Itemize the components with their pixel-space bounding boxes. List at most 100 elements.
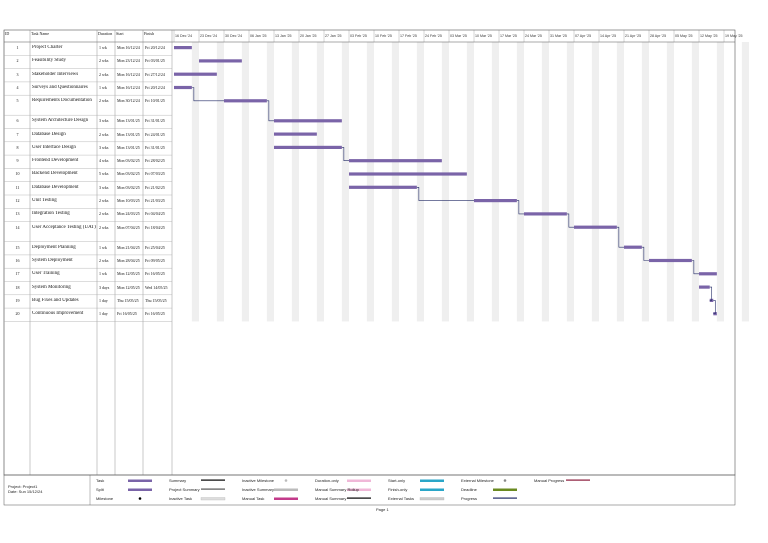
timescale-label: 16 Dec '24 bbox=[175, 34, 192, 38]
task-bar bbox=[274, 145, 342, 149]
legend-label: Inactive Summary bbox=[242, 487, 275, 492]
table-cell: 7 bbox=[16, 131, 19, 137]
weekend-shade bbox=[266, 42, 274, 322]
table-cell: User Training bbox=[32, 271, 60, 277]
task-bar bbox=[174, 46, 192, 50]
table-cell: 2 wks bbox=[99, 211, 109, 217]
table-cell: User Interface Design bbox=[32, 144, 76, 150]
table-cell: Mon 12/05/25 bbox=[117, 284, 140, 290]
legend-swatch bbox=[274, 497, 298, 500]
table-cell: 9 bbox=[16, 158, 19, 164]
table-cell: 3 wks bbox=[99, 118, 109, 124]
legend-swatch bbox=[347, 497, 371, 499]
task-bar bbox=[524, 212, 567, 216]
timescale-label: 12 May '25 bbox=[700, 34, 717, 38]
table-cell: 2 wks bbox=[99, 224, 109, 230]
timescale-label: 14 Apr '25 bbox=[600, 34, 616, 38]
legend-swatch bbox=[138, 497, 142, 500]
table-cell: System Deployment bbox=[32, 257, 73, 263]
weekend-shade bbox=[691, 42, 699, 322]
table-cell: Mon 28/04/25 bbox=[117, 257, 140, 263]
weekend-shade bbox=[566, 42, 574, 322]
legend-label: Split bbox=[96, 487, 104, 492]
table-cell: Fri 03/01/25 bbox=[145, 58, 165, 64]
task-bar bbox=[174, 85, 192, 90]
table-cell: Fri 20/12/24 bbox=[145, 84, 165, 90]
dependency-link bbox=[641, 246, 649, 261]
legend-label: Task bbox=[96, 478, 105, 483]
legend-swatch bbox=[200, 497, 226, 501]
dependency-link bbox=[691, 260, 699, 275]
task-bar bbox=[574, 225, 617, 229]
table-cell: System Monitoring bbox=[32, 284, 71, 290]
table-cell: 2 wks bbox=[99, 58, 109, 64]
weekend-shade bbox=[341, 42, 349, 322]
legend-label: External Tasks bbox=[388, 496, 414, 501]
timescale-label: 05 May '25 bbox=[675, 34, 692, 38]
table-cell: Mon 30/12/24 bbox=[117, 98, 140, 104]
table-cell: 1 day bbox=[99, 297, 108, 303]
timescale-label: 10 Mar '25 bbox=[475, 34, 492, 38]
table-cell: 3 wks bbox=[99, 184, 109, 190]
table-cell: 17 bbox=[15, 271, 20, 277]
legend-label: Project Summary bbox=[169, 487, 200, 492]
weekend-shade bbox=[516, 42, 524, 322]
weekend-shade bbox=[291, 42, 299, 322]
table-cell: 5 bbox=[16, 98, 19, 104]
timescale-label: 27 Jan '25 bbox=[325, 34, 341, 38]
table-cell: Fri 07/03/25 bbox=[145, 171, 165, 177]
timescale-label: 24 Mar '25 bbox=[525, 34, 542, 38]
timescale-label: 21 Apr '25 bbox=[625, 34, 641, 38]
weekend-shade bbox=[216, 42, 224, 322]
legend-label: Summary bbox=[169, 478, 187, 483]
table-cell: 3 days bbox=[99, 284, 110, 290]
table-cell: Mon 07/04/25 bbox=[117, 224, 140, 230]
table-cell: Fri 31/01/25 bbox=[145, 144, 165, 150]
weekend-shade bbox=[191, 42, 199, 322]
weekend-shade bbox=[541, 42, 549, 322]
dependency-link bbox=[341, 147, 349, 161]
table-cell: Fri 04/04/25 bbox=[145, 211, 165, 217]
legend-label: Duration-only bbox=[315, 478, 339, 483]
table-cell: Deployment Planning bbox=[32, 244, 76, 250]
weekend-shade bbox=[366, 42, 374, 322]
table-cell: 16 bbox=[15, 257, 20, 263]
legend-swatch bbox=[420, 479, 444, 482]
table-cell: Thu 15/05/25 bbox=[145, 297, 167, 303]
task-bar bbox=[274, 119, 342, 123]
table-cell: Fri 16/05/25 bbox=[145, 311, 165, 317]
table-cell: Mon 16/12/24 bbox=[117, 45, 140, 50]
table-cell: Fri 20/12/24 bbox=[145, 45, 165, 50]
legend-swatch bbox=[201, 479, 225, 481]
table-cell: Bug Fixes and Updates bbox=[32, 297, 79, 303]
task-bar bbox=[199, 59, 242, 63]
column-header: Finish bbox=[144, 31, 155, 36]
task-bar bbox=[349, 172, 467, 176]
timescale-label: 03 Mar '25 bbox=[450, 34, 467, 38]
table-cell: Mon 10/03/25 bbox=[117, 198, 140, 203]
table-cell: Surveys and Questionnaires bbox=[32, 84, 88, 90]
weekend-shade bbox=[666, 42, 674, 322]
table-cell: 2 wks bbox=[99, 98, 109, 104]
table-cell: 2 wks bbox=[99, 71, 109, 77]
table-cell: Integration Testing bbox=[32, 211, 70, 217]
task-bar bbox=[349, 159, 442, 163]
table-cell: 12 bbox=[15, 198, 20, 203]
legend-label: Milestone bbox=[96, 496, 114, 501]
table-cell: 1 wk bbox=[99, 271, 107, 277]
table-cell: 13 bbox=[15, 211, 20, 217]
table-cell: 4 bbox=[16, 84, 19, 90]
table-cell: 6 bbox=[16, 118, 19, 124]
table-cell: 18 bbox=[15, 284, 20, 290]
table-cell: Mon 23/12/24 bbox=[117, 58, 140, 64]
legend-label: Progress bbox=[461, 496, 478, 501]
table-cell: Frontend Development bbox=[32, 158, 79, 164]
table-cell: Mon 03/02/25 bbox=[117, 171, 140, 177]
table-cell: Stakeholder Interviews bbox=[32, 71, 79, 77]
task-bar bbox=[224, 99, 267, 103]
table-cell: Unit Testing bbox=[32, 198, 57, 203]
weekend-shade bbox=[491, 42, 499, 322]
table-cell: 1 wk bbox=[99, 45, 107, 50]
